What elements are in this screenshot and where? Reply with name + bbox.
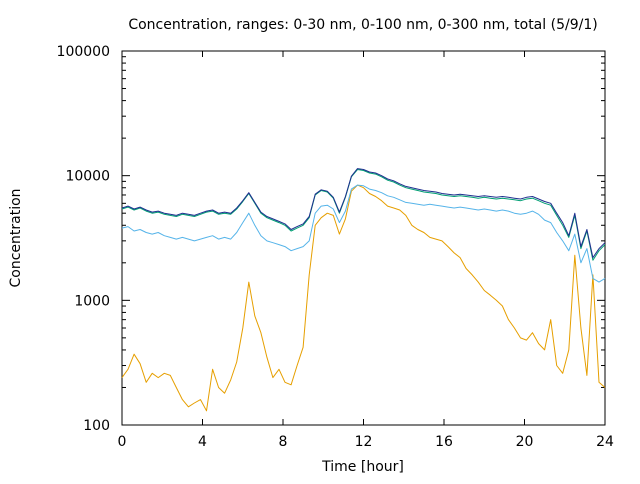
x-tick-label: 24 <box>596 434 614 450</box>
chart-title: Concentration, ranges: 0-30 nm, 0-100 nm… <box>128 17 597 33</box>
y-tick-label: 100 <box>83 418 110 434</box>
y-tick-label: 10000 <box>65 169 110 185</box>
ticks-layer: 0 4 8 12 16 20 24 100 1000 10000 100000 <box>57 44 614 450</box>
x-axis-label: Time [hour] <box>321 459 404 475</box>
series-line-4 <box>121 168 606 259</box>
y-axis-label: Concentration <box>8 188 24 287</box>
y-tick-label: 1000 <box>74 293 110 309</box>
x-tick-label: 12 <box>355 434 373 450</box>
plot-frame <box>121 50 606 426</box>
series-line-3 <box>121 169 606 261</box>
x-tick-label: 4 <box>198 434 207 450</box>
series-line-2 <box>121 184 606 283</box>
x-tick-label: 16 <box>435 434 453 450</box>
y-tick-label: 100000 <box>57 44 110 60</box>
series-line-1 <box>121 184 606 412</box>
series-layer <box>121 168 606 412</box>
x-tick-label: 8 <box>279 434 288 450</box>
x-tick-label: 0 <box>118 434 127 450</box>
x-tick-label: 20 <box>516 434 534 450</box>
